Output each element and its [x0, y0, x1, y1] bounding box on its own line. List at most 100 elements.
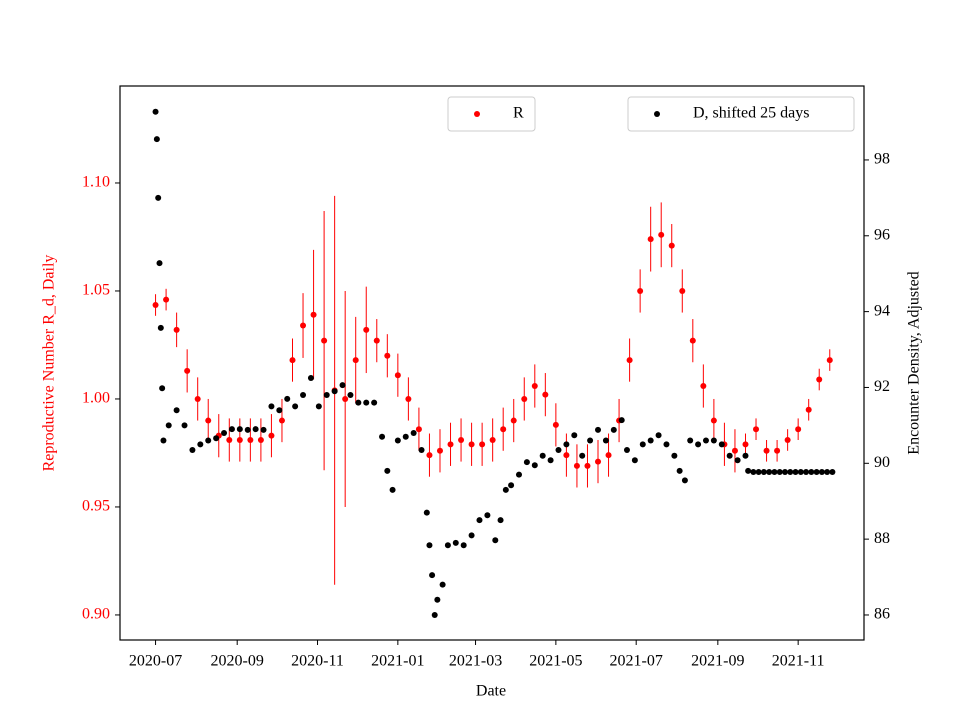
point	[766, 469, 773, 476]
point	[153, 136, 160, 143]
point	[476, 517, 483, 524]
point	[194, 395, 201, 402]
legend-label: R	[513, 105, 524, 122]
point	[618, 417, 625, 424]
point	[268, 403, 275, 410]
x-tick-label: 2021-09	[691, 653, 744, 670]
x-tick-label: 2021-01	[371, 653, 424, 670]
point	[784, 436, 791, 443]
point	[236, 436, 243, 443]
point	[539, 452, 546, 459]
y2-tick-label: 90	[874, 454, 890, 471]
point	[655, 432, 662, 439]
point	[236, 426, 243, 433]
point	[152, 302, 159, 309]
point	[531, 462, 538, 469]
point	[489, 436, 496, 443]
point	[826, 357, 833, 364]
point	[816, 376, 823, 383]
point	[278, 417, 285, 424]
point	[787, 469, 794, 476]
point	[695, 441, 702, 448]
point	[547, 457, 554, 464]
point	[197, 441, 204, 448]
point	[321, 337, 328, 344]
point	[352, 357, 359, 364]
x-tick-label: 2021-03	[449, 653, 502, 670]
point	[681, 477, 688, 484]
point	[342, 395, 349, 402]
point	[339, 382, 346, 389]
point	[439, 581, 446, 588]
point	[563, 441, 570, 448]
point	[276, 407, 283, 414]
y2-tick-label: 92	[874, 378, 890, 395]
plot-frame	[119, 85, 865, 641]
point	[257, 436, 264, 443]
point	[163, 296, 170, 303]
point	[213, 435, 220, 442]
point	[300, 392, 307, 399]
point	[347, 392, 354, 399]
point	[468, 441, 475, 448]
y-tick-label: 1.10	[82, 174, 110, 191]
point	[584, 462, 591, 469]
point	[792, 469, 799, 476]
point	[379, 433, 386, 440]
point	[292, 403, 299, 410]
point	[152, 108, 159, 115]
x-tick-label: 2021-07	[610, 653, 663, 670]
point	[444, 542, 451, 549]
point	[745, 467, 752, 474]
point	[523, 459, 530, 466]
point	[776, 469, 783, 476]
point	[774, 447, 781, 454]
point	[429, 572, 436, 579]
point	[689, 337, 696, 344]
annotation: CA	[742, 711, 798, 720]
point	[563, 452, 570, 459]
point	[808, 469, 815, 476]
point	[742, 441, 749, 448]
point	[755, 469, 762, 476]
point	[803, 469, 810, 476]
point	[300, 322, 307, 329]
point	[173, 326, 180, 333]
point	[331, 388, 338, 395]
point	[647, 437, 654, 444]
y-axis-label: Reproductive Number R_d, Daily	[41, 255, 58, 472]
point	[702, 437, 709, 444]
y2-tick-label: 96	[874, 226, 890, 243]
point	[384, 467, 391, 474]
point	[626, 357, 633, 364]
point	[781, 469, 788, 476]
point	[458, 436, 465, 443]
point	[284, 395, 291, 402]
legend-box	[447, 96, 536, 132]
point	[734, 457, 741, 464]
point	[226, 436, 233, 443]
x-tick-label: 2020-09	[211, 653, 264, 670]
point	[221, 429, 228, 436]
point	[623, 447, 630, 454]
point	[579, 452, 586, 459]
point	[610, 426, 617, 433]
point	[389, 486, 396, 493]
point	[252, 426, 259, 433]
point	[405, 395, 412, 402]
point	[415, 426, 422, 433]
point	[410, 429, 417, 436]
point	[426, 452, 433, 459]
point	[423, 509, 430, 516]
y2-tick-label: 98	[874, 151, 890, 168]
point	[402, 433, 409, 440]
point	[260, 426, 267, 433]
point	[492, 537, 499, 544]
point	[587, 437, 594, 444]
y2-tick-label: 88	[874, 530, 890, 547]
point	[571, 432, 578, 439]
legend-marker	[474, 111, 480, 117]
point	[315, 403, 322, 410]
point	[753, 426, 760, 433]
